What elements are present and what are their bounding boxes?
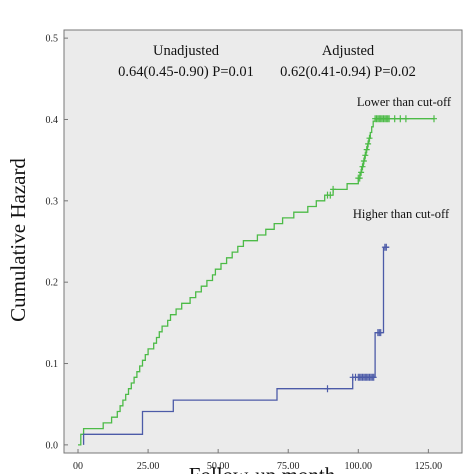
censor-mark bbox=[356, 174, 363, 182]
censor-mark bbox=[383, 243, 390, 251]
adjusted-value: 0.62(0.41-0.94) P=0.02 bbox=[280, 64, 416, 80]
censor-mark bbox=[386, 115, 393, 123]
unadjusted-value: 0.64(0.45-0.90) P=0.01 bbox=[118, 64, 254, 80]
x-tick-label: 125.00 bbox=[415, 461, 443, 472]
censor-mark bbox=[366, 134, 373, 142]
censor-mark bbox=[358, 168, 365, 176]
y-tick-label: 0.0 bbox=[46, 440, 59, 451]
x-tick-label: 00 bbox=[73, 461, 83, 472]
adjusted-title: Adjusted bbox=[322, 43, 375, 59]
legend-label-higher: Higher than cut-off bbox=[353, 207, 450, 221]
x-axis-label: Follow-up month bbox=[189, 463, 336, 474]
legend-label-lower: Lower than cut-off bbox=[357, 95, 452, 109]
censor-mark bbox=[327, 191, 334, 199]
x-tick-label: 50.00 bbox=[207, 461, 230, 472]
censor-mark bbox=[391, 115, 398, 123]
censor-mark bbox=[397, 115, 404, 123]
y-axis-label: Cumulative Hazard bbox=[6, 158, 30, 322]
series-layer bbox=[78, 115, 437, 446]
y-tick-label: 0.1 bbox=[46, 359, 59, 370]
censor-mark bbox=[362, 151, 369, 159]
y-tick-label: 0.2 bbox=[46, 278, 59, 289]
censor-mark bbox=[377, 329, 384, 337]
unadjusted-title: Unadjusted bbox=[153, 43, 220, 59]
x-axis: 00 25.00 50.00 75.00 100.00 125.00 bbox=[73, 449, 442, 472]
y-axis: 0.0 0.1 0.2 0.3 0.4 0.5 bbox=[46, 34, 68, 451]
x-tick-label: 100.00 bbox=[345, 461, 373, 472]
x-tick-label: 25.00 bbox=[137, 461, 160, 472]
x-tick-label: 75.00 bbox=[277, 461, 300, 472]
series-line-lower bbox=[78, 118, 434, 446]
plot-area bbox=[63, 29, 463, 454]
y-tick-label: 0.4 bbox=[46, 115, 59, 126]
censor-mark bbox=[402, 115, 409, 123]
censor-mark bbox=[365, 140, 372, 148]
censor-mark bbox=[360, 157, 367, 165]
censor-mark bbox=[324, 385, 331, 393]
y-tick-label: 0.5 bbox=[46, 34, 59, 45]
censor-mark bbox=[431, 115, 437, 123]
censor-mark bbox=[370, 373, 377, 381]
censor-mark bbox=[363, 146, 370, 154]
y-tick-label: 0.3 bbox=[46, 196, 59, 207]
censor-mark bbox=[359, 163, 366, 171]
censor-mark bbox=[330, 185, 337, 193]
